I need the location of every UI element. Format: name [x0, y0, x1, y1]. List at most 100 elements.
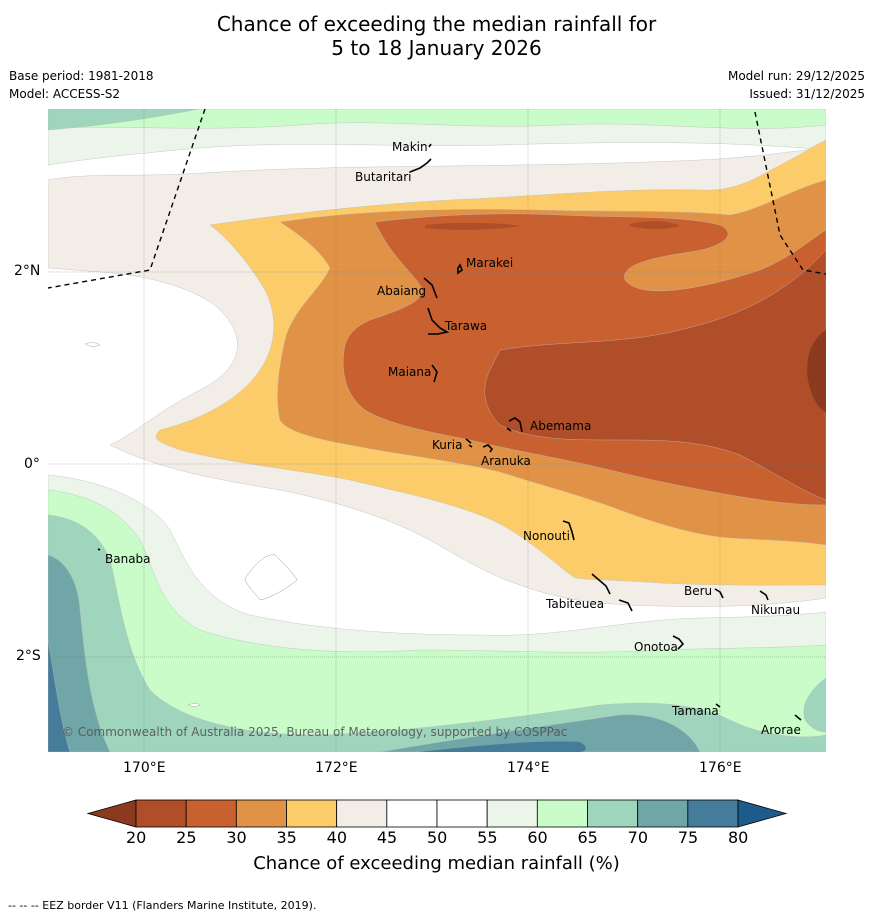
colorbar-tick-label: 65 [577, 828, 598, 847]
island-tamana [715, 703, 721, 708]
label-abemama: Abemama [530, 419, 591, 433]
contour-loop-3 [187, 703, 201, 707]
lat-label-0: 0° [24, 456, 40, 472]
island-beru [714, 588, 724, 599]
lon-label-172e: 172°E [315, 760, 358, 776]
island-nikunau [759, 590, 769, 601]
place-labels: Makin Butaritari Marakei Abaiang Tarawa … [105, 140, 801, 737]
band-60-65-bottom [48, 489, 826, 752]
island-tabiteuea [591, 573, 633, 612]
band-65-70-right [803, 677, 826, 733]
contour-layer: Makin Butaritari Marakei Abaiang Tarawa … [48, 109, 826, 752]
title-line-1: Chance of exceeding the median rainfall … [216, 12, 657, 36]
island-makin [428, 143, 432, 148]
island-abaiang [423, 277, 438, 299]
issued-date: Issued: 31/12/2025 [749, 87, 865, 101]
meta-left: Base period: 1981-2018 Model: ACCESS-S2 [9, 67, 154, 103]
band-20-25-small-1 [425, 222, 520, 230]
colorbar-swatch [336, 799, 388, 828]
copyright-notice: © Commonwealth of Australia 2025, Bureau… [62, 725, 567, 739]
island-aranuka [482, 444, 494, 453]
island-maiana [431, 364, 438, 383]
map-title: Chance of exceeding the median rainfall … [0, 12, 873, 60]
contour-loop-1 [244, 554, 298, 601]
gridlines [48, 109, 826, 752]
island-tarawa [427, 307, 450, 335]
colorbar-tick-label: 75 [677, 828, 699, 847]
label-butaritari: Butaritari [355, 170, 412, 184]
label-arorae: Arorae [761, 723, 801, 737]
band-65-70-top [48, 109, 201, 131]
colorbar-tick-label: 35 [276, 828, 297, 847]
label-nikunau: Nikunau [751, 603, 800, 617]
lon-label-176e: 176°E [699, 760, 742, 776]
colorbar-swatch [185, 799, 237, 828]
band-70-75-bottom [48, 554, 111, 752]
colorbar-swatch [286, 799, 338, 828]
island-marakei [457, 263, 463, 275]
label-banaba: Banaba [105, 552, 151, 566]
colorbar-swatch [637, 799, 689, 828]
title-line-2: 5 to 18 January 2026 [331, 36, 542, 60]
colorbar-tick-label: 25 [176, 828, 197, 847]
colorbar-tick-label: 80 [728, 828, 749, 847]
colorbar-tick-label: 45 [376, 828, 398, 847]
colorbar-tick-label: 55 [477, 828, 498, 847]
footer-note: -- -- -- EEZ border V11 (Flanders Marine… [8, 899, 317, 912]
island-butaritari [409, 158, 432, 173]
eez-border-west [48, 109, 206, 289]
label-makin: Makin [392, 140, 428, 154]
meta-right: Model run: 29/12/2025 Issued: 31/12/2025 [728, 67, 865, 103]
lon-label-170e: 170°E [123, 760, 166, 776]
eez-border-east [754, 111, 826, 275]
colorbar-high-extend [737, 799, 788, 828]
model-name: Model: ACCESS-S2 [9, 87, 121, 101]
colorbar [86, 799, 788, 828]
label-abaiang: Abaiang [377, 284, 426, 298]
colorbar-low-extend [86, 799, 137, 828]
band-70-75-bottom-2 [379, 714, 701, 752]
label-kuria: Kuria [432, 438, 463, 452]
island-banaba [97, 548, 101, 551]
colorbar-tick-label: 70 [627, 828, 649, 847]
colorbar-tick-label: 20 [126, 828, 147, 847]
lat-label-2n: 2°N [14, 263, 41, 279]
lon-label-174e: 174°E [507, 760, 550, 776]
label-tamana: Tamana [671, 704, 719, 718]
band-75-80-bottom-2 [420, 741, 586, 752]
band-65-70-bottom [48, 514, 826, 752]
colorbar-tick-label: 50 [427, 828, 448, 847]
colorbar-swatch [135, 799, 187, 828]
label-nonouti: Nonouti [523, 529, 570, 543]
band-20-25-small-2 [630, 221, 680, 229]
colorbar-tick-label: 40 [326, 828, 348, 847]
island-onotoa [672, 635, 685, 650]
band-75-80-bottom [48, 639, 71, 752]
colorbar-swatch [486, 799, 538, 828]
base-period: Base period: 1981-2018 [9, 69, 154, 83]
lat-label-2s: 2°S [16, 648, 41, 664]
colorbar-swatch [587, 799, 639, 828]
band-below-20 [807, 330, 826, 412]
colorbar-swatch [235, 799, 287, 828]
label-aranuka: Aranuka [481, 454, 531, 468]
colorbar-swatch [687, 799, 739, 828]
model-run: Model run: 29/12/2025 [727, 69, 865, 83]
label-maiana: Maiana [388, 365, 431, 379]
colorbar-tick-label: 60 [527, 828, 548, 847]
island-kuria [465, 438, 473, 448]
label-beru: Beru [684, 584, 712, 598]
label-marakei: Marakei [466, 256, 513, 270]
colorbar-tick-label: 30 [226, 828, 247, 847]
contour-loop-2 [84, 342, 101, 347]
island-arorae [794, 714, 802, 721]
colorbar-swatch [386, 799, 438, 828]
label-tabiteuea: Tabiteuea [545, 597, 604, 611]
label-onotoa: Onotoa [634, 640, 678, 654]
colorbar-title: Chance of exceeding median rainfall (%) [253, 853, 620, 874]
islands [97, 143, 802, 721]
band-60-65-top [48, 109, 826, 129]
label-tarawa: Tarawa [444, 319, 487, 333]
colorbar-swatch [536, 799, 588, 828]
